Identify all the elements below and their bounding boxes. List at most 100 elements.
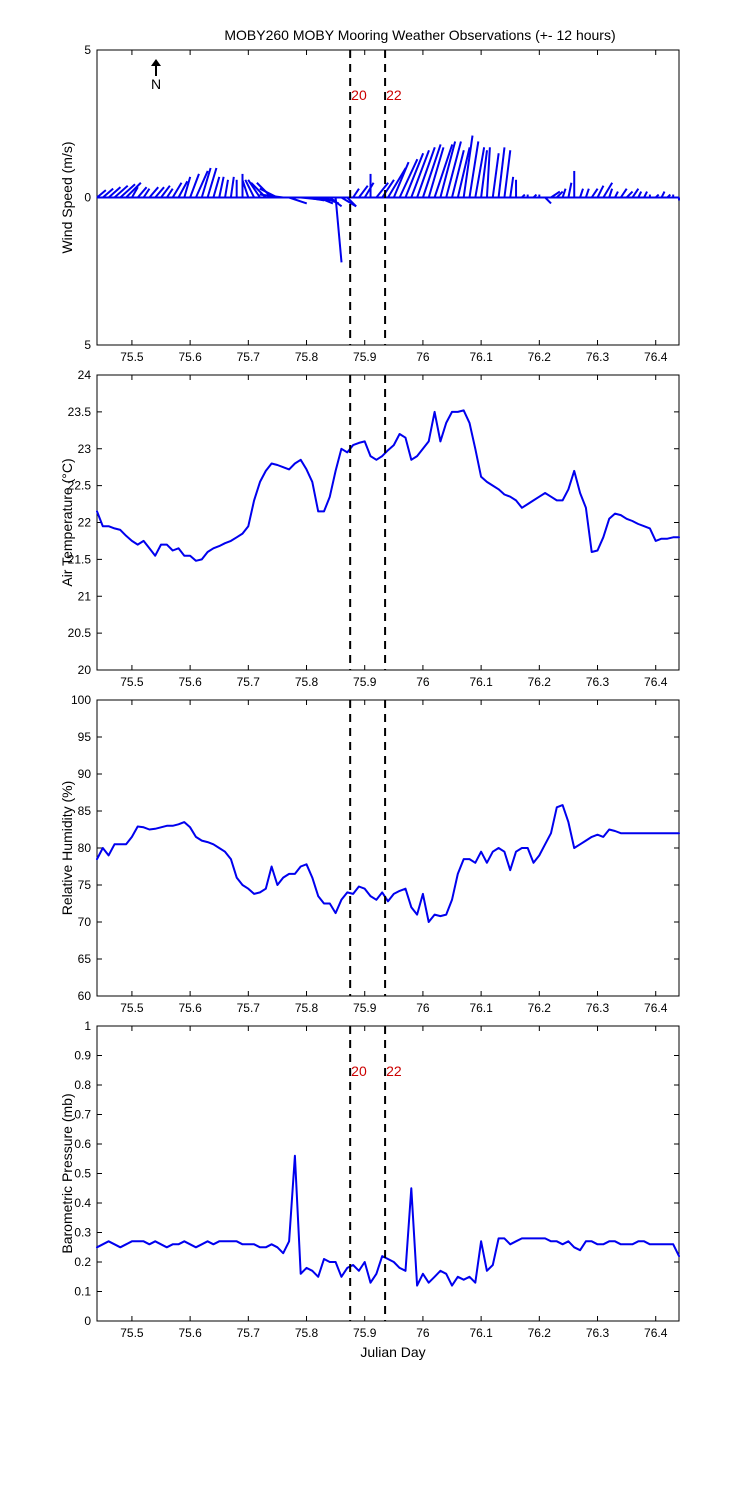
y-axis-label: Air Temperature (°C) [59,458,75,586]
wind-vector-stick [421,144,442,198]
x-tick-label: 75.8 [295,1326,319,1340]
wind-vector-stick [363,182,375,199]
wind-vector-stick [521,193,526,199]
wind-vector-stick [590,188,599,199]
wind-vector-stick [142,188,151,199]
wind-vector-stick [387,167,407,199]
y-tick-label: 21 [78,589,92,603]
x-tick-label: 76.3 [586,1001,610,1015]
wind-vector-stick [358,185,369,199]
y-tick-label: 23 [78,442,92,456]
wind-vector-stick [154,186,165,199]
y-tick-label: 0.1 [74,1285,91,1299]
x-tick-label: 76.3 [586,675,610,689]
x-tick-label: 75.9 [353,350,377,364]
wind-vector-stick [462,135,474,198]
north-arrow-icon [151,59,161,66]
x-tick-label: 75.7 [237,1326,261,1340]
wind-vector-stick [306,196,325,202]
wind-vector-stick [509,176,515,198]
y-tick-label: 0.6 [74,1137,91,1151]
x-tick-label: 75.9 [353,1326,377,1340]
wind-vector-stick [666,193,672,199]
wind-vector-stick [608,188,614,198]
x-tick-label: 76.3 [586,1326,610,1340]
y-tick-label: 20 [78,663,92,677]
y-tick-label: 22.5 [68,479,92,493]
y-tick-label: 0.7 [74,1108,91,1122]
wind-vector-stick [474,147,486,198]
wind-vector-stick [148,186,159,199]
wind-vector-stick [200,167,212,198]
wind-vector-stick [485,147,491,198]
wind-vector-stick [189,173,200,198]
wind-vector-stick [602,182,614,199]
wind-vector-stick [171,182,183,199]
wind-vector-stick [119,183,136,199]
wind-vector-stick [96,189,107,199]
y-tick-label: 5 [84,338,91,352]
x-tick-label: 75.7 [237,675,261,689]
wind-vector-stick [660,191,666,198]
x-tick-label: 75.5 [120,675,144,689]
x-tick-label: 76 [416,1001,430,1015]
y-axis-label: Barometric Pressure (mb) [59,1093,75,1253]
wind-vector-stick [160,185,171,199]
y-tick-label: 75 [78,878,92,892]
north-label: N [151,76,161,92]
plot-frame [96,374,680,671]
wind-vector-stick [427,147,445,198]
plot-frame [96,699,680,997]
event-marker-label: 22 [386,87,402,103]
wind-vector-stick [183,176,192,198]
y-tick-label: 70 [78,915,92,929]
y-axis-label: Wind Speed (m/s) [59,141,75,253]
x-tick-label: 76 [416,1326,430,1340]
y-tick-label: 22 [78,516,92,530]
wind-vector-stick [259,193,284,199]
wind-vector-stick [451,150,465,198]
wind-vector-stick [125,182,142,199]
x-tick-label: 76.4 [644,350,668,364]
x-tick-label: 76.1 [469,350,493,364]
chart-panel-1: 75.5 75.6 75.7 75.8 75.9 76 76.1 76.2 76.3 76.4 5 0… [59,43,680,364]
figure-title: MOBY260 MOBY Mooring Weather Observation… [224,27,615,43]
x-tick-label: 75.9 [353,675,377,689]
wind-vector-stick [445,141,462,198]
wind-vector-stick [218,176,225,198]
wind-vector-stick [288,196,308,205]
wind-vector-stick [468,141,480,198]
y-tick-label: 0.9 [74,1049,91,1063]
x-tick-label: 76 [416,675,430,689]
y-tick-label: 0 [84,191,91,205]
chart-panel-4: 75.5 75.6 75.7 75.8 75.9 76 76.1 76.2 76.3 76.4 0 0… [59,1019,680,1360]
x-tick-label: 76.2 [528,350,552,364]
wind-vector-stick [491,153,500,198]
wind-vector-stick [392,161,410,198]
wind-vector-stick [224,179,229,198]
wind-vector-stick [503,150,512,198]
wind-vector-stick [625,190,634,199]
wind-vector-stick [631,188,640,199]
y-tick-label: 85 [78,804,92,818]
event-marker-label: 20 [351,87,367,103]
x-tick-label: 75.5 [120,1001,144,1015]
x-tick-label: 75.5 [120,1326,144,1340]
x-tick-label: 75.6 [178,1001,202,1015]
wind-vector-stick [619,188,628,199]
wind-vector-stick [346,196,357,208]
y-tick-label: 65 [78,952,92,966]
y-tick-label: 0.2 [74,1255,91,1269]
x-tick-label: 76.1 [469,675,493,689]
wind-vector-stick [244,179,256,198]
wind-vector-stick [497,147,506,198]
wind-vector-stick [579,188,584,198]
x-tick-label: 76 [416,350,430,364]
x-tick-label: 75.6 [178,675,202,689]
wind-vector-stick [398,158,419,198]
y-tick-label: 90 [78,767,92,781]
y-tick-label: 95 [78,730,92,744]
wind-vector-stick [416,147,436,198]
x-tick-label: 76.3 [586,350,610,364]
